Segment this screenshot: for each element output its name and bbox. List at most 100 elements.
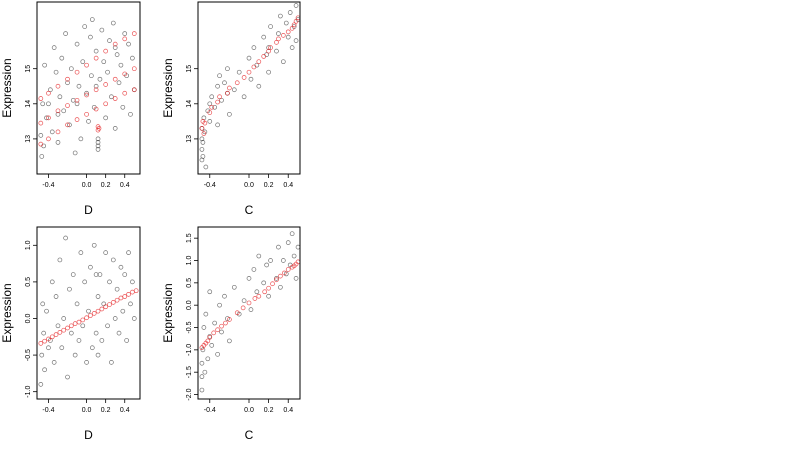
top-left-observed-point — [47, 87, 53, 93]
top-right-observed-point — [261, 34, 267, 40]
top-left-observed-point — [55, 140, 61, 145]
bottom-right-fitted-point — [211, 330, 217, 336]
top-left-observed-point — [42, 62, 47, 68]
top-left-x-tick-label: 0.2 — [101, 182, 111, 189]
scatter-panel-top-left: -0.4 0.0 0.2 0.4 13 14 15 D Expression — [0, 1, 141, 217]
top-right-observed-point — [266, 69, 271, 75]
bottom-right-fitted-point — [234, 310, 240, 316]
top-right-y-tick-label: 14 — [186, 100, 193, 108]
top-left-fitted-point — [93, 55, 99, 61]
bottom-left-observed-point — [124, 338, 130, 343]
bottom-left-fitted-point — [118, 295, 124, 301]
top-right-fitted-point — [234, 80, 240, 86]
top-left-fitted-point — [84, 92, 89, 98]
top-left-fitted-point — [122, 36, 128, 42]
bottom-left-observed-point — [74, 301, 80, 307]
bottom-right-observed-point — [215, 351, 220, 357]
scatter-panel-bottom-right: -0.4 0.0 0.2 0.4 -2.0 -1.5 -1.0 -0.5 0.0 0.5 1.0 1.… — [161, 226, 301, 442]
top-left-fitted-point — [46, 90, 51, 96]
top-left-fitted-point — [38, 96, 44, 101]
top-right-observed-point — [246, 55, 252, 61]
top-left-observed-point — [99, 27, 105, 33]
top-right-observed-point — [227, 111, 232, 117]
top-right-observed-point — [251, 45, 257, 50]
bottom-right-y-tick-label: 0.5 — [186, 278, 193, 288]
bottom-left-observed-point — [122, 272, 128, 277]
top-right-y-tick-label: 15 — [186, 65, 193, 73]
top-left-observed-point — [46, 101, 51, 107]
top-right-fitted-point — [227, 85, 232, 91]
top-left-observed-point — [57, 94, 63, 100]
bottom-left-observed-point — [40, 301, 46, 307]
bottom-left-fitted-point — [57, 330, 63, 335]
top-left-fitted-point — [95, 124, 101, 129]
bottom-right-observed-point — [276, 244, 281, 250]
top-right-observed-point — [293, 3, 299, 8]
top-left-observed-point — [68, 66, 74, 72]
top-right-observed-point — [209, 94, 215, 100]
top-left-observed-point — [126, 41, 131, 47]
top-left-observed-point — [55, 111, 61, 117]
scatter-panel-top-right: -0.4 0.0 0.2 0.4 13 14 15 C Expression — [161, 1, 301, 217]
top-right-fitted-point — [202, 120, 208, 126]
bottom-left-y-axis-title: Expression — [0, 283, 14, 342]
top-right-fitted-point — [201, 131, 207, 136]
top-right-series-fitted — [199, 15, 301, 136]
bottom-right-observed-point — [203, 311, 209, 317]
bottom-left-observed-point — [46, 345, 51, 351]
bottom-right-observed-point — [201, 325, 207, 330]
bottom-right-fitted-point — [246, 300, 252, 306]
bottom-right-observed-point — [227, 338, 232, 344]
top-right-fitted-point — [280, 32, 286, 38]
bottom-right-y-tick-label: -2.0 — [186, 388, 193, 400]
bottom-right-x-tick-label: 0.2 — [264, 407, 274, 414]
bottom-left-observed-point — [86, 308, 91, 314]
bottom-right-fitted-point — [227, 317, 232, 322]
bottom-left-fitted-point — [68, 323, 74, 329]
bottom-right-observed-point — [207, 289, 213, 295]
top-right-fitted-point — [246, 69, 252, 75]
top-left-observed-point — [40, 101, 46, 107]
top-right-observed-point — [280, 59, 286, 65]
bottom-left-observed-point — [91, 242, 97, 248]
top-right-fitted-point — [256, 59, 262, 65]
scatter-panel-bottom-left: -0.4 0.0 0.2 0.4 -1.0 -0.5 0.0 0.5 1.0 D Expressio… — [0, 226, 141, 442]
top-right-observed-point — [285, 34, 291, 40]
top-right-observed-point — [207, 118, 213, 124]
bottom-left-observed-point — [128, 301, 133, 307]
top-left-observed-point — [130, 55, 135, 61]
bottom-right-observed-point — [285, 240, 291, 245]
top-left-series-observed — [38, 17, 137, 159]
top-right-y-tick-label: 13 — [186, 135, 193, 143]
bottom-right-observed-point — [278, 284, 283, 290]
bottom-right-observed-point — [248, 307, 254, 312]
bottom-left-observed-point — [63, 235, 68, 241]
bottom-left-observed-point — [93, 272, 99, 277]
bottom-left-observed-point — [67, 286, 72, 292]
top-right-fitted-point — [217, 94, 222, 100]
bottom-right-x-tick-label: -0.4 — [204, 407, 216, 414]
bottom-left-observed-point — [44, 308, 49, 314]
bottom-right-observed-point — [217, 302, 222, 308]
bottom-right-fitted-point — [285, 267, 291, 272]
top-left-observed-point — [114, 52, 120, 58]
top-right-observed-point — [278, 13, 283, 19]
top-right-observed-point — [217, 73, 222, 79]
bottom-left-fitted-point — [133, 288, 139, 294]
bottom-right-observed-point — [289, 231, 295, 237]
bottom-left-observed-point — [68, 330, 74, 336]
top-right-fitted-point — [251, 64, 257, 70]
bottom-left-observed-point — [131, 316, 137, 321]
top-left-observed-point — [89, 73, 94, 79]
bottom-right-observed-point — [200, 347, 206, 353]
bottom-left-observed-point — [61, 316, 67, 321]
top-right-plot-frame — [197, 1, 301, 175]
bottom-right-observed-point — [264, 262, 269, 268]
bottom-right-observed-point — [274, 276, 279, 281]
bottom-right-fitted-point — [281, 270, 287, 276]
top-left-fitted-point — [131, 31, 137, 36]
bottom-left-fitted-point — [126, 291, 131, 297]
top-left-observed-point — [128, 111, 133, 117]
bottom-right-observed-point — [199, 360, 205, 366]
